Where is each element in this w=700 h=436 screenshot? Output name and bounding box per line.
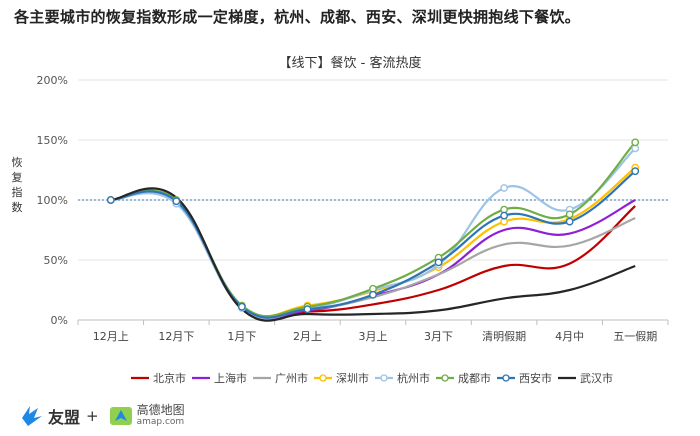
umeng-brand: 友盟 bbox=[20, 404, 80, 428]
data-point bbox=[434, 258, 443, 267]
data-point bbox=[631, 138, 640, 147]
data-point bbox=[369, 290, 377, 299]
amap-brand: 高德地图 amap.com bbox=[109, 404, 185, 428]
legend-label: 成都市 bbox=[458, 371, 491, 385]
data-point bbox=[565, 217, 574, 226]
data-point bbox=[500, 184, 509, 192]
x-tick-label: 4月中 bbox=[555, 330, 584, 343]
y-tick-label: 50% bbox=[44, 254, 68, 267]
x-tick-label: 12月下 bbox=[158, 330, 194, 343]
data-point bbox=[172, 197, 181, 206]
series-line bbox=[110, 187, 636, 322]
amap-brand-name: 高德地图 bbox=[136, 403, 185, 417]
x-tick-label: 五一假期 bbox=[613, 329, 657, 343]
data-point bbox=[565, 210, 574, 219]
y-tick-label: 100% bbox=[37, 194, 68, 207]
amap-url: amap.com bbox=[136, 417, 185, 427]
data-point bbox=[237, 302, 246, 311]
amap-logo-icon bbox=[109, 404, 133, 428]
data-point bbox=[500, 211, 509, 220]
legend-marker bbox=[502, 374, 510, 382]
y-tick-label: 200% bbox=[37, 74, 68, 87]
footer-logos: 友盟 + 高德地图 amap.com bbox=[20, 400, 185, 432]
legend-label: 广州市 bbox=[275, 371, 308, 385]
legend-label: 杭州市 bbox=[397, 371, 430, 385]
legend-marker bbox=[319, 374, 327, 382]
chart-title: 【线下】餐饮 - 客流热度 bbox=[278, 56, 422, 71]
umeng-logo-icon bbox=[20, 404, 44, 428]
x-tick-label: 12月上 bbox=[93, 330, 129, 343]
x-tick-label: 3月上 bbox=[359, 330, 388, 343]
legend-marker bbox=[380, 374, 388, 382]
legend-label: 武汉市 bbox=[580, 371, 613, 385]
x-tick-label: 清明假期 bbox=[482, 329, 526, 343]
data-point bbox=[106, 196, 115, 204]
legend-label: 上海市 bbox=[214, 371, 247, 385]
page-headline: 各主要城市的恢复指数形成一定梯度，杭州、成都、西安、深圳更快拥抱线下餐饮。 bbox=[14, 8, 581, 26]
legend-marker bbox=[441, 374, 449, 382]
plus-sign: + bbox=[86, 407, 99, 425]
y-axis-label: 恢复指数 bbox=[11, 156, 23, 214]
y-tick-label: 150% bbox=[37, 134, 68, 147]
legend-label: 北京市 bbox=[153, 371, 186, 385]
data-point bbox=[303, 305, 312, 314]
x-tick-label: 3月下 bbox=[424, 330, 453, 343]
legend-label: 深圳市 bbox=[336, 371, 369, 385]
legend-label: 西安市 bbox=[519, 371, 552, 385]
y-tick-label: 0% bbox=[51, 314, 68, 327]
data-point bbox=[631, 167, 640, 176]
umeng-brand-name: 友盟 bbox=[48, 408, 81, 427]
x-tick-label: 1月下 bbox=[227, 330, 256, 343]
x-tick-label: 2月上 bbox=[293, 330, 322, 343]
